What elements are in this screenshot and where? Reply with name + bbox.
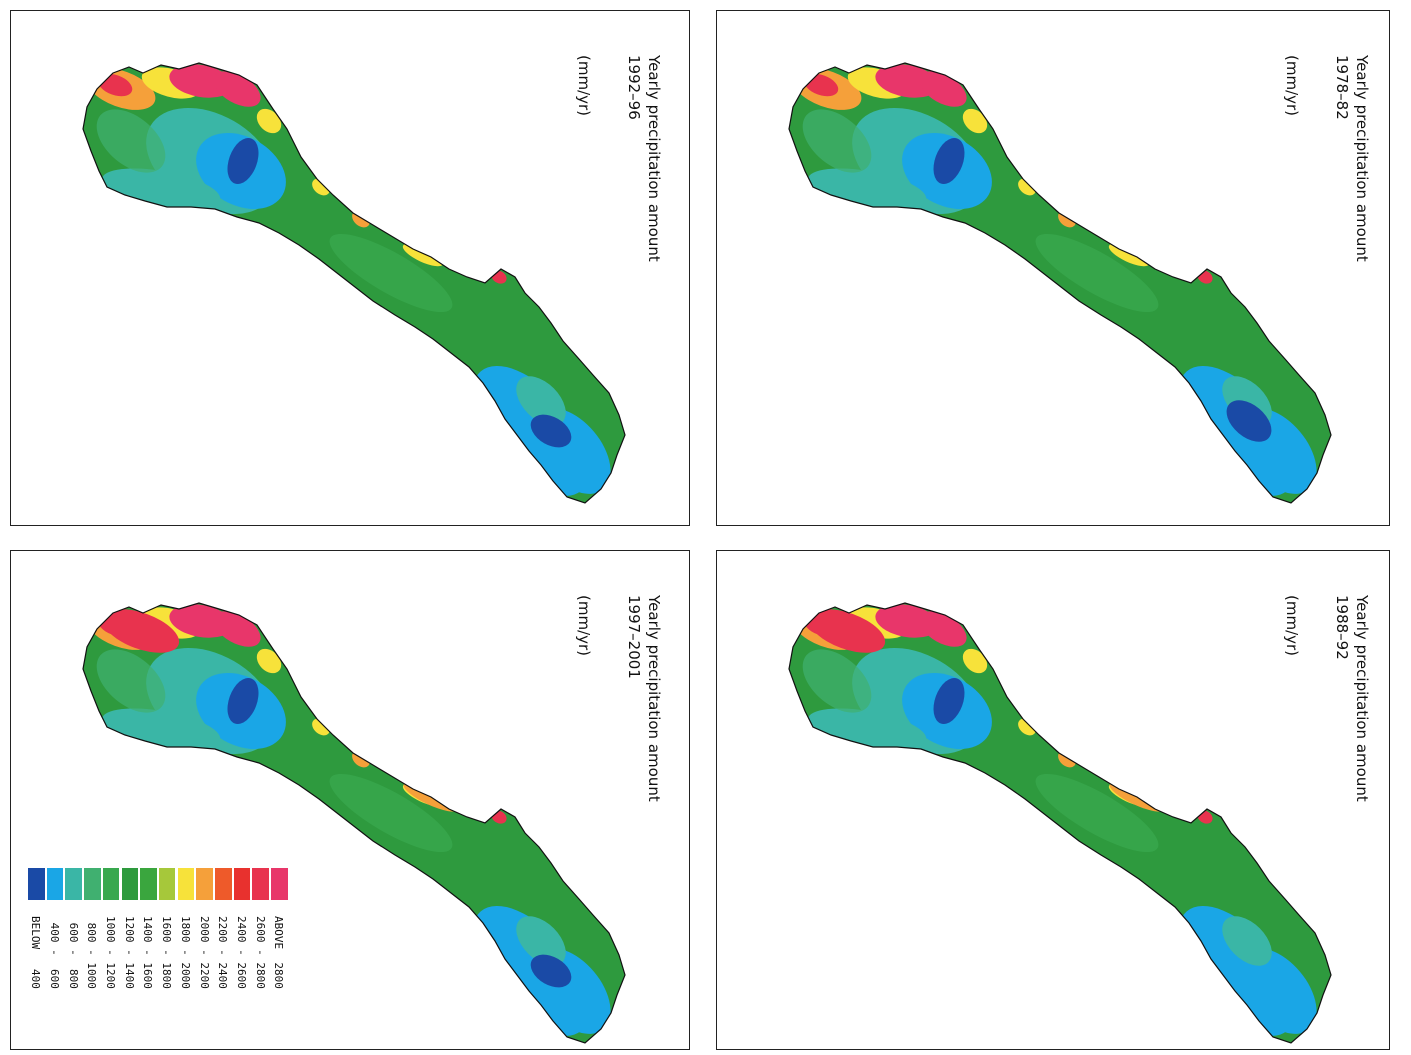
legend-swatch	[177, 868, 195, 900]
panel-units: (mm/yr)	[1283, 595, 1301, 657]
coastline	[788, 602, 1332, 1044]
map-fill	[789, 603, 1331, 1043]
panel-title: Yearly precipitation amount	[1353, 595, 1371, 802]
precipitation-map	[788, 602, 1332, 1044]
precipitation-zone	[933, 137, 965, 185]
precipitation-zone	[802, 109, 872, 173]
precipitation-zone	[329, 773, 453, 853]
map-fill	[83, 603, 625, 1043]
panel-title: Yearly precipitation amount	[1353, 55, 1371, 262]
legend-swatch	[84, 868, 101, 900]
legend-swatch	[121, 868, 138, 900]
legend-label: 800 - 1000	[85, 916, 99, 989]
legend-swatch	[215, 868, 232, 900]
legend-label: 1200 - 1400	[122, 916, 136, 989]
legend-label: 1600 - 1800	[160, 916, 174, 989]
legend-label: ABOVE 2800	[272, 916, 286, 989]
legend-swatch	[28, 868, 45, 900]
legend-swatch	[158, 868, 176, 900]
legend-swatch	[271, 868, 288, 900]
map-panel-1997-2001: Yearly precipitation amount 1997–2001 (m…	[10, 550, 690, 1050]
legend-swatch	[233, 868, 251, 900]
map-fill	[789, 63, 1331, 503]
legend-swatch	[140, 868, 157, 900]
precipitation-zone	[1222, 916, 1272, 966]
coastline	[82, 62, 626, 504]
panel-title: Yearly precipitation amount	[645, 595, 663, 802]
precipitation-zone	[530, 954, 572, 988]
panel-period: 1997–2001	[625, 595, 643, 679]
panel-units: (mm/yr)	[1283, 55, 1301, 117]
legend-label: 2200 - 2400	[216, 916, 230, 989]
legend-swatch	[65, 868, 82, 900]
precipitation-zone	[1226, 400, 1272, 442]
precipitation-zone	[256, 648, 282, 674]
precipitation-zone	[96, 649, 166, 713]
panel-units: (mm/yr)	[575, 55, 593, 117]
legend-label: 2000 - 2200	[197, 916, 211, 989]
precipitation-map	[82, 602, 626, 1044]
precipitation-zone	[808, 609, 886, 653]
precipitation-zone	[933, 677, 965, 725]
precipitation-zone	[1237, 948, 1317, 1034]
precipitation-zone	[516, 376, 566, 426]
precipitation-zone	[227, 137, 259, 185]
legend-swatch	[196, 868, 213, 900]
legend-swatch	[102, 868, 120, 900]
legend-label: 2400 - 2600	[234, 916, 248, 989]
legend-label: BELOW 400	[29, 916, 43, 989]
panel-title: Yearly precipitation amount	[645, 55, 663, 262]
map-panel-1978-82: Yearly precipitation amount 1978–82 (mm/…	[716, 10, 1390, 526]
legend-label: 2600 - 2800	[253, 916, 267, 989]
precipitation-map	[788, 62, 1332, 504]
panel-period: 1988–92	[1333, 595, 1351, 660]
precipitation-zone	[96, 109, 166, 173]
legend-swatch	[252, 868, 269, 900]
panel-units: (mm/yr)	[575, 595, 593, 657]
legend-label: 1400 - 1600	[141, 916, 155, 989]
precipitation-zone	[802, 649, 872, 713]
panel-period: 1992–96	[625, 55, 643, 120]
precipitation-zone	[102, 609, 180, 653]
legend-label: 600 - 800	[66, 916, 80, 989]
coastline	[82, 602, 626, 1044]
precipitation-zone	[962, 108, 988, 134]
precipitation-zone	[1035, 233, 1159, 313]
map-panel-1988-92: Yearly precipitation amount 1988–92 (mm/…	[716, 550, 1390, 1050]
precipitation-zone	[530, 414, 572, 448]
panel-period: 1978–82	[1333, 55, 1351, 120]
coastline	[788, 62, 1332, 504]
legend-swatch	[46, 868, 64, 900]
precipitation-zone	[329, 233, 453, 313]
precipitation-zone	[227, 677, 259, 725]
legend-label: 1800 - 2000	[178, 916, 192, 989]
precipitation-zone	[256, 108, 282, 134]
precipitation-zone	[962, 648, 988, 674]
map-panel-1992-96: Yearly precipitation amount 1992–96 (mm/…	[10, 10, 690, 526]
precipitation-map	[82, 62, 626, 504]
precipitation-zone	[1035, 773, 1159, 853]
legend-label: 1000 - 1200	[104, 916, 118, 989]
precipitation-zone	[516, 916, 566, 966]
legend-label: 400 - 600	[47, 916, 61, 989]
map-fill	[83, 63, 625, 503]
